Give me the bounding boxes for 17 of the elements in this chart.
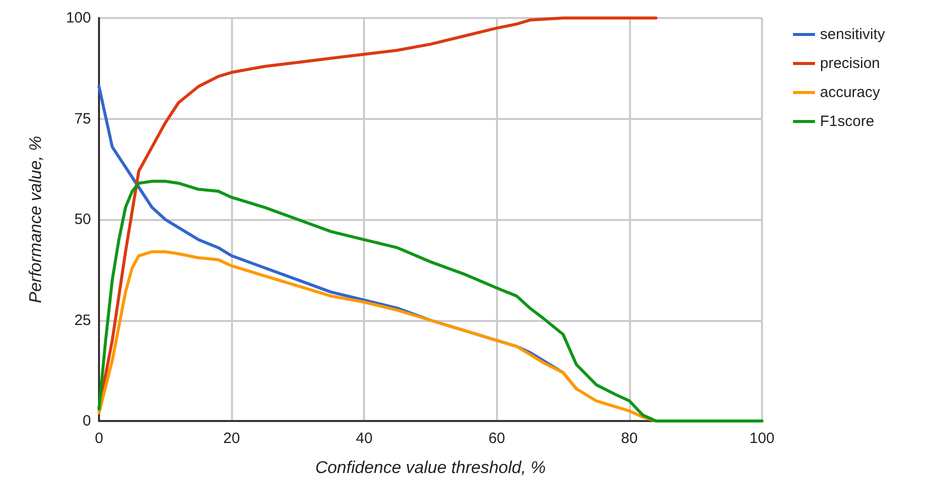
y-axis-title: Performance value, % xyxy=(26,136,45,304)
legend-label: accuracy xyxy=(820,84,881,101)
x-tick-label: 40 xyxy=(356,430,373,447)
x-tick-label: 0 xyxy=(94,430,104,447)
x-tick-label: 100 xyxy=(749,430,775,447)
x-tick-label: 80 xyxy=(621,430,638,447)
x-tick-label: 60 xyxy=(488,430,506,447)
legend-label: F1score xyxy=(820,113,874,130)
x-axis-title: Confidence value threshold, % xyxy=(315,458,546,477)
legend-label: sensitivity xyxy=(820,26,886,43)
y-tick-label: 100 xyxy=(66,10,91,26)
y-tick-label: 25 xyxy=(74,312,91,329)
y-tick-label: 75 xyxy=(74,110,91,128)
x-tick-label: 20 xyxy=(223,430,240,447)
y-tick-label: 50 xyxy=(74,211,91,228)
y-tick-label: 0 xyxy=(82,412,91,430)
legend-label: precision xyxy=(820,55,880,72)
